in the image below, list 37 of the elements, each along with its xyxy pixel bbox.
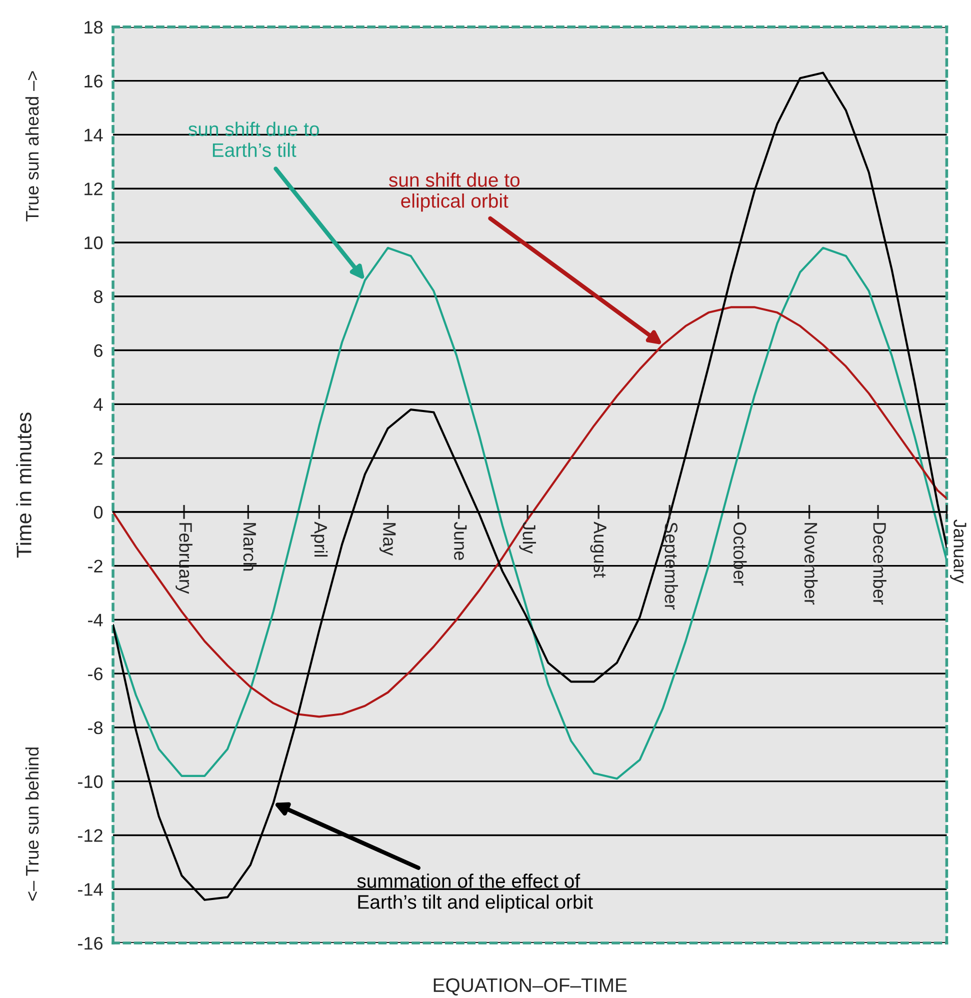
y-tick-label: -2 [88, 560, 102, 572]
x-tick-label: December [873, 523, 886, 605]
annotation: sun shift due to Earth’s tilt [188, 122, 319, 158]
x-tick-label: February [176, 523, 192, 594]
x-tick-label: March [243, 523, 257, 571]
y-tick-label: 0 [94, 506, 103, 519]
x-tick-label: September [661, 522, 678, 610]
y-tick-label: 2 [94, 452, 102, 465]
x-axis-title: EQUATION–OF–TIME [434, 978, 627, 996]
y-tick-label: -12 [78, 829, 102, 842]
y-tick-label: -4 [88, 614, 103, 626]
x-tick-label: August [590, 522, 606, 578]
y-tick-label: 8 [94, 290, 103, 304]
y-tick-label: -16 [78, 936, 103, 950]
y-tick-label: 18 [84, 20, 103, 34]
text: True sun ahead –> [25, 71, 39, 222]
text: <– True sun behind [25, 748, 39, 901]
y-tick-label: 16 [84, 74, 103, 88]
x-tick-label: June [454, 522, 467, 560]
y-tick-label: 14 [84, 128, 103, 142]
y-tick-label: -8 [88, 721, 103, 734]
x-tick-label: October [733, 522, 747, 586]
annotation: summation of the effect of Earth’s tilt and eliptical orbit [357, 874, 593, 913]
x-tick-label: April [310, 522, 328, 557]
x-tick-label: May [379, 523, 396, 556]
x-tick-label: November [804, 523, 818, 605]
annotation: sun shift due to eliptical orbit [388, 172, 520, 212]
y-tick-label: 4 [94, 398, 103, 411]
y-tick-label: -6 [88, 668, 103, 680]
y-tick-label: -14 [78, 883, 103, 896]
y-tick-label: 12 [84, 182, 102, 196]
y-tick-label: 6 [94, 344, 103, 357]
y-axis-title: Time in minutes [16, 412, 32, 558]
text: January [950, 520, 966, 584]
x-tick-label: July [519, 522, 536, 554]
y-tick-label: 10 [84, 236, 103, 250]
y-tick-label: -10 [78, 775, 103, 788]
